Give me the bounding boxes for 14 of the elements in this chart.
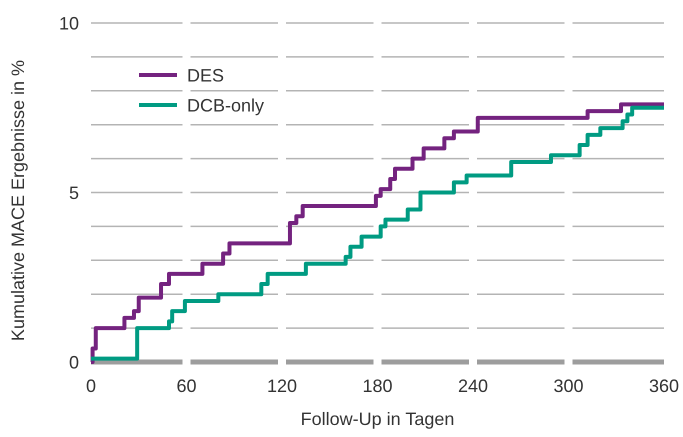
legend-label: DCB-only <box>187 95 264 116</box>
x-tick-label: 240 <box>458 376 488 396</box>
x-tick-label: 0 <box>86 376 96 396</box>
x-tick-label: 300 <box>553 376 584 396</box>
x-tick-label: 360 <box>648 376 680 396</box>
x-axis-title: Follow-Up in Tagen <box>300 409 454 429</box>
legend-label: DES <box>187 65 224 86</box>
x-tick-label: 120 <box>266 376 298 396</box>
y-tick-label: 5 <box>68 182 79 203</box>
x-tick-label: 60 <box>176 376 197 396</box>
y-axis-title: Kumulative MACE Ergebnisse in % <box>8 60 28 342</box>
y-tick-label: 10 <box>58 13 79 34</box>
y-tick-label: 0 <box>68 352 79 372</box>
x-tick-label: 180 <box>362 376 393 396</box>
